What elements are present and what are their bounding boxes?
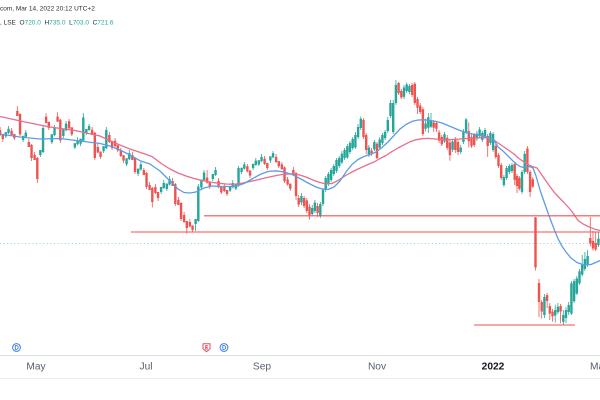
svg-text:2022: 2022 (482, 362, 505, 373)
svg-text:, LSE O720.0 H735.0 L703.0: , LSE O720.0 H735.0 L703.0 C721.6 (0, 20, 114, 27)
svg-text:Sep: Sep (253, 362, 271, 373)
svg-text:Jul: Jul (139, 362, 152, 373)
svg-text:May: May (26, 362, 46, 373)
svg-text:com, Mar 14, 2022 20:12 UTC+2: com, Mar 14, 2022 20:12 UTC+2 (0, 6, 95, 13)
svg-text:Ma: Ma (590, 362, 600, 373)
svg-text:Nov: Nov (368, 362, 387, 373)
